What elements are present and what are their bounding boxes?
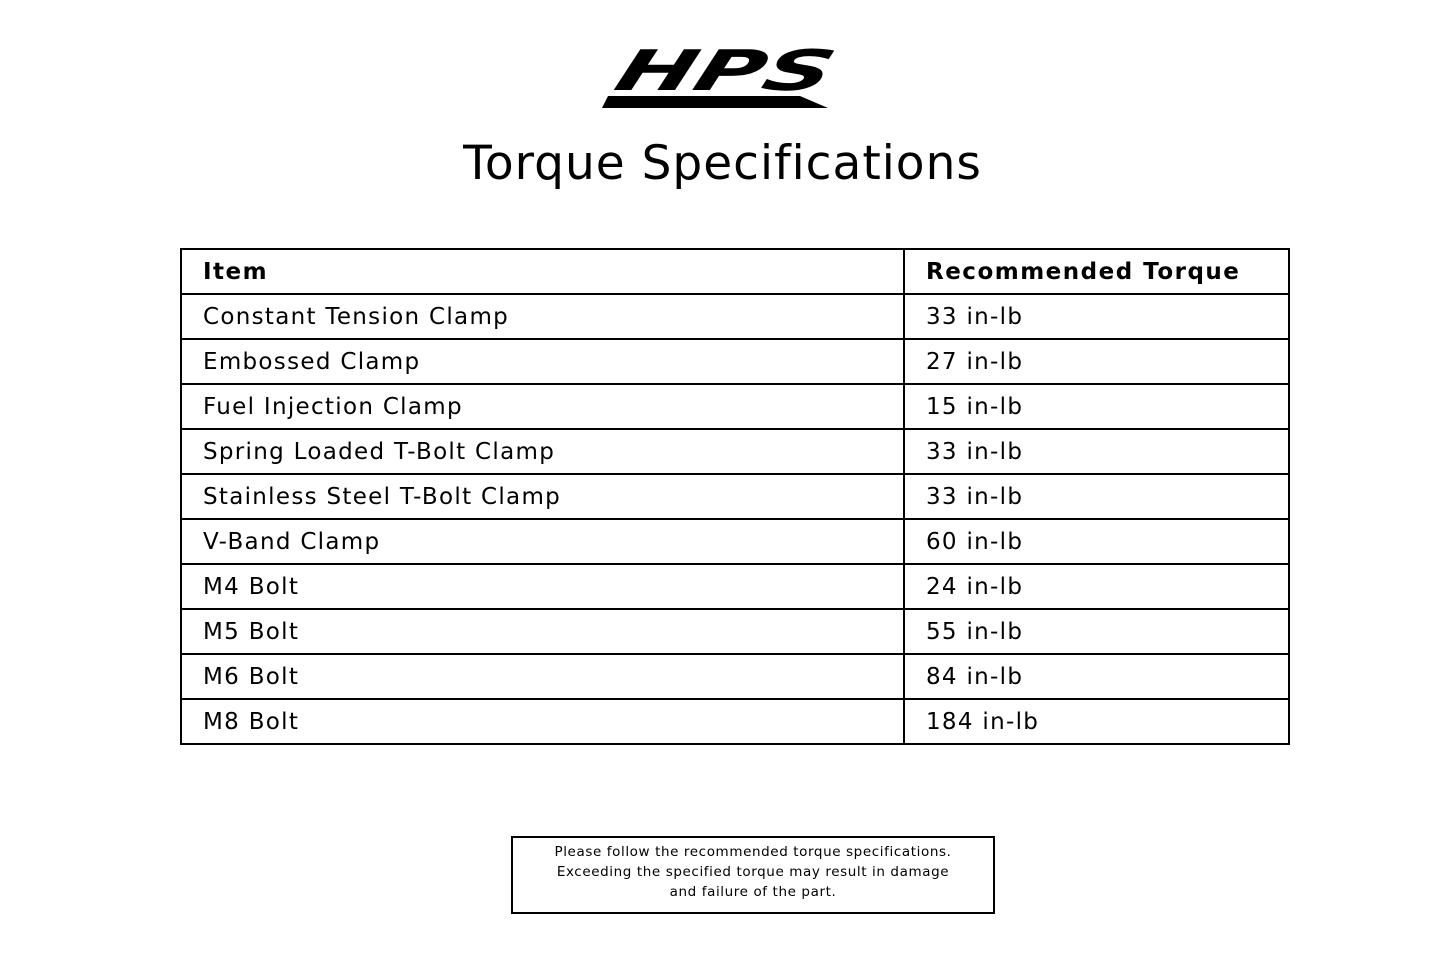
note-line: Exceeding the specified torque may resul… [556,864,950,880]
header-item: Item [180,248,905,295]
table-header-row: Item Recommended Torque [180,248,1290,295]
table-row: M4 Bolt 24 in-lb [180,563,1290,610]
table-row: M6 Bolt 84 in-lb [180,653,1290,700]
torque-cell: 33 in-lb [903,293,1290,340]
torque-cell: 33 in-lb [903,428,1290,475]
torque-cell: 33 in-lb [903,473,1290,520]
table-row: Fuel Injection Clamp 15 in-lb [180,383,1290,430]
item-cell: M8 Bolt [180,698,905,745]
item-cell: M6 Bolt [180,653,905,700]
hps-logo: HPS [602,46,843,108]
table-row: Stainless Steel T-Bolt Clamp 33 in-lb [180,473,1290,520]
torque-cell: 84 in-lb [903,653,1290,700]
header-recommended-torque: Recommended Torque [903,248,1290,295]
table-row: Embossed Clamp 27 in-lb [180,338,1290,385]
item-cell: Fuel Injection Clamp [180,383,905,430]
note-line: and failure of the part. [669,884,837,900]
table-row: V-Band Clamp 60 in-lb [180,518,1290,565]
torque-cell: 184 in-lb [903,698,1290,745]
item-cell: Embossed Clamp [180,338,905,385]
item-cell: Spring Loaded T-Bolt Clamp [180,428,905,475]
torque-cell: 24 in-lb [903,563,1290,610]
warning-note: Please follow the recommended torque spe… [511,836,995,914]
table-row: M8 Bolt 184 in-lb [180,698,1290,745]
table-row: Spring Loaded T-Bolt Clamp 33 in-lb [180,428,1290,475]
torque-cell: 15 in-lb [903,383,1290,430]
note-line: Please follow the recommended torque spe… [554,844,952,860]
item-cell: M4 Bolt [180,563,905,610]
item-cell: Constant Tension Clamp [180,293,905,340]
item-cell: M5 Bolt [180,608,905,655]
table-row: Constant Tension Clamp 33 in-lb [180,293,1290,340]
table-row: M5 Bolt 55 in-lb [180,608,1290,655]
item-cell: V-Band Clamp [180,518,905,565]
page-title: Torque Specifications [463,136,982,191]
torque-cell: 55 in-lb [903,608,1290,655]
svg-text:HPS: HPS [607,46,843,104]
torque-cell: 60 in-lb [903,518,1290,565]
torque-spec-table: Item Recommended Torque Constant Tension… [180,248,1290,745]
item-cell: Stainless Steel T-Bolt Clamp [180,473,905,520]
torque-cell: 27 in-lb [903,338,1290,385]
